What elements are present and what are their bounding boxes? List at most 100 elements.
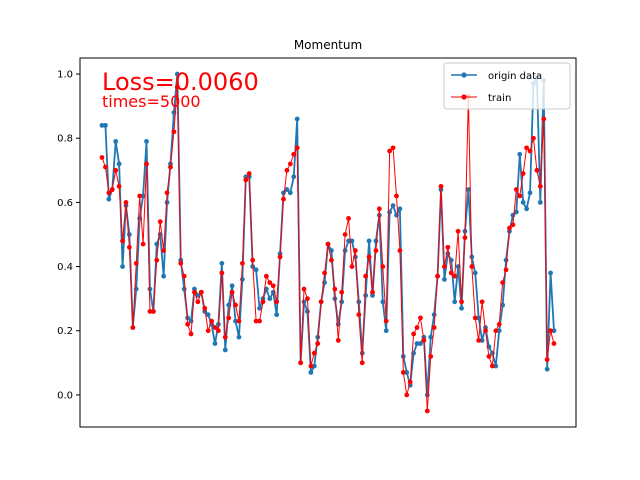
data-point-train xyxy=(383,318,389,324)
data-point-train xyxy=(222,334,228,340)
y-tick-label: 0.0 xyxy=(57,390,73,401)
data-point-origin-data xyxy=(397,206,403,212)
data-point-train xyxy=(349,264,355,269)
loss-annotation: Loss=0.0060 xyxy=(102,68,259,96)
data-point-train xyxy=(291,151,297,157)
data-point-train xyxy=(106,190,112,196)
data-point-train xyxy=(287,161,293,167)
data-point-train xyxy=(154,257,160,263)
data-point-train xyxy=(212,325,218,330)
chart-title: Momentum xyxy=(294,38,362,52)
data-point-origin-data xyxy=(311,363,317,369)
data-point-origin-data xyxy=(301,299,307,305)
data-point-train xyxy=(318,299,324,305)
data-point-train xyxy=(147,309,153,314)
data-point-train xyxy=(185,321,191,327)
data-point-train xyxy=(239,260,245,266)
data-point-origin-data xyxy=(181,286,187,292)
data-point-origin-data xyxy=(339,299,345,305)
data-point-train xyxy=(311,350,317,356)
data-point-train xyxy=(356,312,362,318)
data-point-train xyxy=(459,299,464,305)
data-point-train xyxy=(277,254,283,260)
data-point-train xyxy=(233,302,238,308)
data-point-origin-data xyxy=(424,392,430,398)
data-point-train xyxy=(130,325,136,330)
data-point-train xyxy=(298,360,304,366)
data-point-train xyxy=(109,187,115,192)
data-point-origin-data xyxy=(305,309,310,314)
data-point-train xyxy=(178,260,184,266)
data-point-train xyxy=(99,155,105,160)
data-point-train xyxy=(171,129,177,135)
data-point-train xyxy=(305,296,310,302)
data-point-train xyxy=(308,363,314,369)
y-tick-label: 0.4 xyxy=(57,262,73,273)
data-point-train xyxy=(496,321,502,327)
data-point-train xyxy=(315,341,321,346)
data-point-train xyxy=(442,264,447,269)
data-point-train xyxy=(174,84,180,90)
times-annotation: times=5000 xyxy=(102,92,201,111)
data-point-train xyxy=(253,318,259,324)
data-point-origin-data xyxy=(551,328,557,334)
y-tick-label: 0.2 xyxy=(57,326,73,337)
data-point-train xyxy=(445,244,451,250)
data-point-train xyxy=(544,357,550,363)
data-point-origin-data xyxy=(465,187,471,192)
data-point-train xyxy=(322,270,327,276)
data-point-train xyxy=(116,183,122,189)
data-point-origin-data xyxy=(363,293,369,298)
data-point-origin-data xyxy=(284,187,290,192)
data-point-origin-data xyxy=(404,370,410,375)
data-point-train xyxy=(541,116,547,122)
data-point-origin-data xyxy=(380,299,386,305)
data-point-train xyxy=(113,167,119,173)
data-point-train xyxy=(418,315,423,321)
data-point-origin-data xyxy=(452,299,458,305)
data-point-train xyxy=(164,190,170,196)
data-point-origin-data xyxy=(442,277,447,282)
data-point-train xyxy=(500,280,506,286)
data-point-train xyxy=(250,257,256,263)
data-point-train xyxy=(267,280,273,286)
data-point-train xyxy=(469,264,475,269)
data-point-train xyxy=(236,318,242,324)
data-point-train xyxy=(373,248,379,253)
data-point-origin-data xyxy=(144,139,149,144)
data-point-origin-data xyxy=(274,312,280,318)
data-point-train xyxy=(126,244,132,250)
data-point-train xyxy=(513,187,519,192)
data-point-train xyxy=(188,331,194,337)
data-point-train xyxy=(144,161,149,167)
data-point-train xyxy=(229,289,235,295)
data-point-train xyxy=(161,248,167,253)
data-point-train xyxy=(120,238,125,244)
y-axis: 0.0 0.2 0.4 0.6 0.8 1.0 xyxy=(57,70,80,401)
data-point-train xyxy=(428,354,434,359)
data-point-train xyxy=(257,318,262,324)
data-point-origin-data xyxy=(459,305,464,311)
data-point-origin-data xyxy=(222,347,228,353)
data-point-train xyxy=(329,257,334,263)
data-point-train xyxy=(452,273,458,279)
data-point-origin-data xyxy=(520,199,526,205)
data-point-train xyxy=(198,289,204,295)
data-point-train xyxy=(376,206,382,212)
data-point-origin-data xyxy=(233,318,238,324)
data-point-train xyxy=(493,328,499,334)
data-point-origin-data xyxy=(236,334,242,340)
data-point-train xyxy=(335,337,341,343)
data-point-origin-data xyxy=(229,283,235,289)
data-point-origin-data xyxy=(500,302,506,308)
data-point-train xyxy=(137,193,143,199)
data-point-train xyxy=(294,145,300,151)
data-point-train xyxy=(168,164,173,170)
data-point-origin-data xyxy=(99,122,105,128)
legend-marker-origin-data xyxy=(461,72,467,78)
data-point-train xyxy=(537,183,543,189)
y-tick-label: 0.8 xyxy=(57,134,73,145)
data-point-origin-data xyxy=(126,232,132,237)
data-point-origin-data xyxy=(513,209,519,215)
